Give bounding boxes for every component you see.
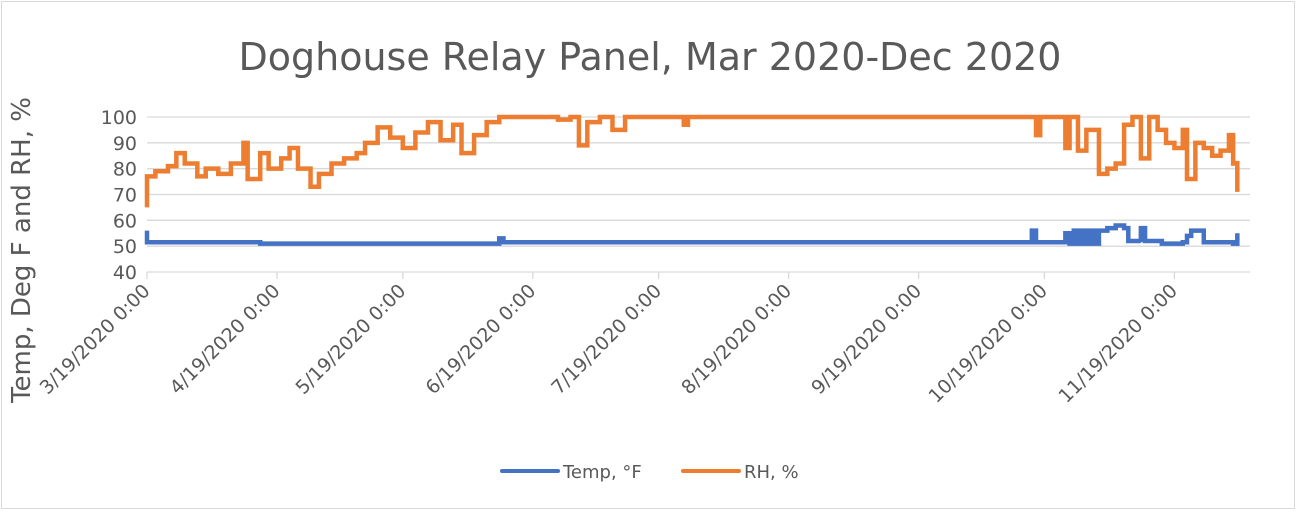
legend-label-temp: Temp, °F bbox=[562, 462, 642, 483]
series-line-rh bbox=[144, 114, 1240, 208]
series-lines bbox=[144, 114, 1240, 246]
x-axis: 3/19/2020 0:00 4/19/2020 0:00 5/19/2020 0:… bbox=[36, 271, 1250, 407]
x-tick-label: 3/19/2020 0:00 bbox=[36, 280, 155, 399]
y-axis-title: Temp, Deg F and RH, % bbox=[7, 97, 37, 404]
x-tick-label: 7/19/2020 0:00 bbox=[547, 280, 666, 399]
x-tick-label: 6/19/2020 0:00 bbox=[421, 280, 540, 399]
y-tick-label: 90 bbox=[113, 133, 137, 155]
y-tick-label: 80 bbox=[113, 159, 137, 181]
x-tick-label: 5/19/2020 0:00 bbox=[291, 280, 410, 399]
y-tick-label: 60 bbox=[113, 210, 137, 232]
chart-title: Doghouse Relay Panel, Mar 2020-Dec 2020 bbox=[239, 35, 1062, 79]
y-tick-label: 40 bbox=[113, 262, 137, 284]
x-tick-label: 11/19/2020 0:00 bbox=[1055, 280, 1182, 407]
x-tick-label: 4/19/2020 0:00 bbox=[166, 280, 285, 399]
x-tick-label: 9/19/2020 0:00 bbox=[807, 280, 926, 399]
y-tick-label: 50 bbox=[113, 236, 137, 258]
y-axis-ticks: 40 50 60 70 80 90 100 bbox=[101, 107, 137, 284]
x-tick-label: 8/19/2020 0:00 bbox=[677, 280, 796, 399]
series-line-temp bbox=[144, 223, 1240, 246]
legend-label-rh: RH, % bbox=[744, 462, 799, 483]
y-tick-label: 100 bbox=[101, 107, 137, 129]
x-tick-label: 10/19/2020 0:00 bbox=[925, 280, 1052, 407]
legend: Temp, °F RH, % bbox=[500, 462, 799, 483]
y-tick-label: 70 bbox=[113, 185, 137, 207]
